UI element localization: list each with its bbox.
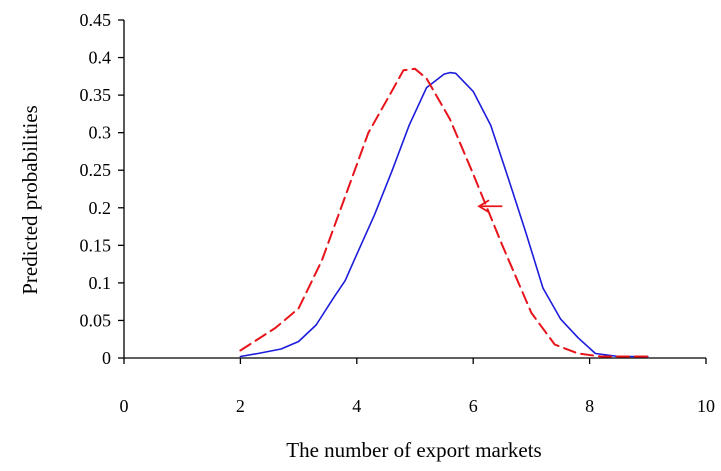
annotation-layer: [477, 199, 503, 214]
dashed-red-series-line: [239, 67, 649, 358]
y-tick-label: 0.3: [89, 123, 112, 143]
y-tick-label: 0.2: [89, 198, 112, 218]
x-tick-label: 2: [236, 396, 245, 416]
solid-blue-series-line: [239, 71, 649, 358]
y-tick-label: 0.4: [89, 48, 112, 68]
y-tick-label: 0.1: [89, 273, 112, 293]
x-tick-label: 10: [697, 396, 715, 416]
y-axis-title: Predicted probabilities: [18, 105, 42, 295]
y-tick-label: 0.35: [80, 85, 112, 105]
x-tick-label: 0: [120, 396, 129, 416]
x-tick-label: 6: [469, 396, 478, 416]
y-tick-label: 0.05: [80, 310, 112, 330]
y-tick-label: 0.15: [80, 235, 112, 255]
y-tick-label: 0.45: [80, 10, 112, 30]
x-axis-title: The number of export markets: [286, 438, 541, 462]
y-axis-ticks: 0 0.05 0.1 0.15 0.2 0.25 0.3 0.35 0.4 0.45: [80, 10, 124, 368]
x-tick-label: 8: [585, 396, 594, 416]
arrow-annotation-head-icon: [477, 199, 490, 214]
x-tick-label: 4: [352, 396, 361, 416]
x-axis-ticks: 0 2 4 6 8 10: [120, 358, 715, 416]
series-layer: [239, 67, 649, 358]
y-tick-label: 0.25: [80, 160, 112, 180]
y-tick-label: 0: [102, 348, 111, 368]
plot-area: 0 0.05 0.1 0.15 0.2 0.25 0.3 0.35 0.4 0.45 0 2 4 6 8 1…: [80, 10, 716, 416]
